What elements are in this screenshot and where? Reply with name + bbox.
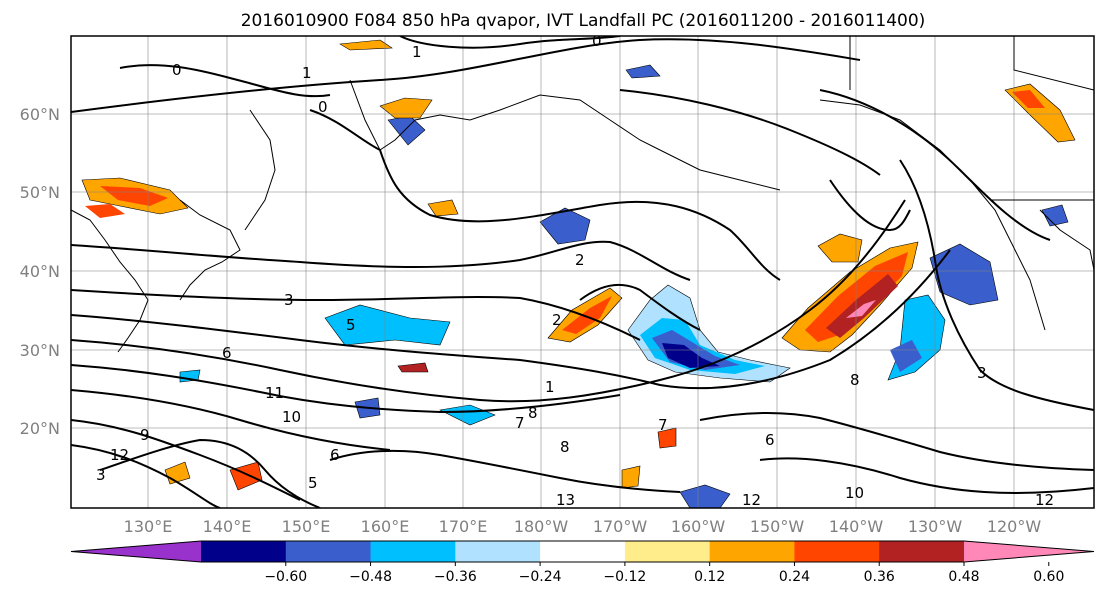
colorbar-outline [70, 540, 1095, 563]
contour-label: 13 [556, 491, 575, 509]
contour-label: 1 [412, 43, 422, 61]
lon-tick-label: 140°W [829, 517, 884, 536]
colorbar-swatch [794, 541, 880, 562]
contour-label: 3 [96, 466, 106, 484]
colorbar-swatch [201, 541, 287, 562]
colorbar-swatch [370, 541, 456, 562]
contour-label: 8 [528, 404, 538, 422]
contour-label: 2 [552, 311, 562, 329]
coastlines [71, 36, 1094, 353]
map-panel: 0 1 0 0 1 2 2 3 5 6 1 8 8 3 11 10 7 6 5 … [71, 32, 1094, 509]
colorbar-tick-label: 0.12 [694, 569, 725, 585]
colorbar-swatch [709, 541, 795, 562]
lon-tick-label: 180°W [514, 517, 569, 536]
latitude-axis: 60°N 50°N 40°N 30°N 20°N [20, 105, 60, 438]
colorbar: −0.60 −0.48 −0.36 −0.24 −0.12 0.12 0.24 0.36 0.4… [70, 540, 1095, 585]
figure-title: 2016010900 F084 850 hPa qvapor, IVT Land… [241, 11, 926, 31]
colorbar-swatch [624, 541, 711, 562]
lon-tick-label: 130°W [908, 517, 963, 536]
colorbar-extend-high [964, 541, 1094, 562]
colorbar-swatch [455, 541, 541, 562]
colorbar-tick-label: 0.36 [864, 569, 895, 585]
lat-tick-label: 50°N [20, 183, 60, 202]
lon-tick-label: 160°E [361, 517, 410, 536]
contour-label: 11 [265, 384, 284, 402]
colorbar-swatch [879, 541, 965, 562]
contour-label: 7 [515, 414, 525, 432]
contour-label: 12 [110, 446, 129, 464]
lon-tick-label: 150°E [282, 517, 331, 536]
longitude-axis: 130°E 140°E 150°E 160°E 170°E 180°W 170°… [124, 517, 1042, 536]
shaded-anomaly-fields [81, 39, 1076, 508]
contour-label: 0 [172, 61, 182, 79]
contour-label: 0 [318, 98, 328, 116]
contour-label: 3 [284, 291, 294, 309]
lon-tick-label: 150°W [750, 517, 805, 536]
contour-label: 1 [302, 64, 312, 82]
contour-labels: 0 1 0 0 1 2 2 3 5 6 1 8 8 3 11 10 7 6 5 … [96, 32, 1054, 509]
lat-tick-label: 20°N [20, 419, 60, 438]
contour-label: 2 [575, 251, 585, 269]
lon-tick-label: 160°W [671, 517, 726, 536]
lat-tick-label: 40°N [20, 262, 60, 281]
lon-tick-label: 130°E [124, 517, 173, 536]
contour-label: 5 [346, 316, 356, 334]
lon-tick-label: 170°W [593, 517, 648, 536]
contour-label: 5 [308, 474, 318, 492]
contour-label: 9 [140, 426, 150, 444]
contour-label: 6 [330, 446, 340, 464]
contour-label: 10 [845, 484, 864, 502]
lat-tick-label: 60°N [20, 105, 60, 124]
colorbar-swatch [285, 541, 372, 562]
contour-label: 8 [850, 371, 860, 389]
colorbar-tick-label: 0.60 [1033, 569, 1064, 585]
colorbar-tick-label: −0.24 [519, 569, 562, 585]
colorbar-swatch [540, 541, 626, 562]
colorbar-tick-label: −0.60 [264, 569, 307, 585]
map-frame [70, 35, 1095, 509]
ivt-contours [71, 36, 1094, 508]
colorbar-tick-label: −0.48 [349, 569, 392, 585]
lat-tick-label: 30°N [20, 341, 60, 360]
contour-label: 6 [222, 344, 232, 362]
colorbar-extend-low [71, 541, 201, 562]
lon-tick-label: 140°E [203, 517, 252, 536]
contour-label: 7 [658, 416, 668, 434]
contour-label: 8 [560, 438, 570, 456]
contour-label: 0 [592, 32, 602, 50]
contour-label: 3 [977, 364, 987, 382]
colorbar-tick-label: −0.12 [603, 569, 646, 585]
colorbar-tick-label: −0.36 [434, 569, 477, 585]
lon-tick-label: 120°W [987, 517, 1042, 536]
colorbar-tick-label: 0.24 [779, 569, 810, 585]
colorbar-tick-label: 0.48 [948, 569, 979, 585]
contour-label: 12 [1035, 491, 1054, 509]
lon-tick-label: 170°E [439, 517, 488, 536]
contour-label: 6 [765, 431, 775, 449]
contour-label: 12 [742, 491, 761, 509]
contour-label: 10 [282, 408, 301, 426]
gridlines [71, 36, 1094, 508]
contour-label: 1 [545, 378, 555, 396]
